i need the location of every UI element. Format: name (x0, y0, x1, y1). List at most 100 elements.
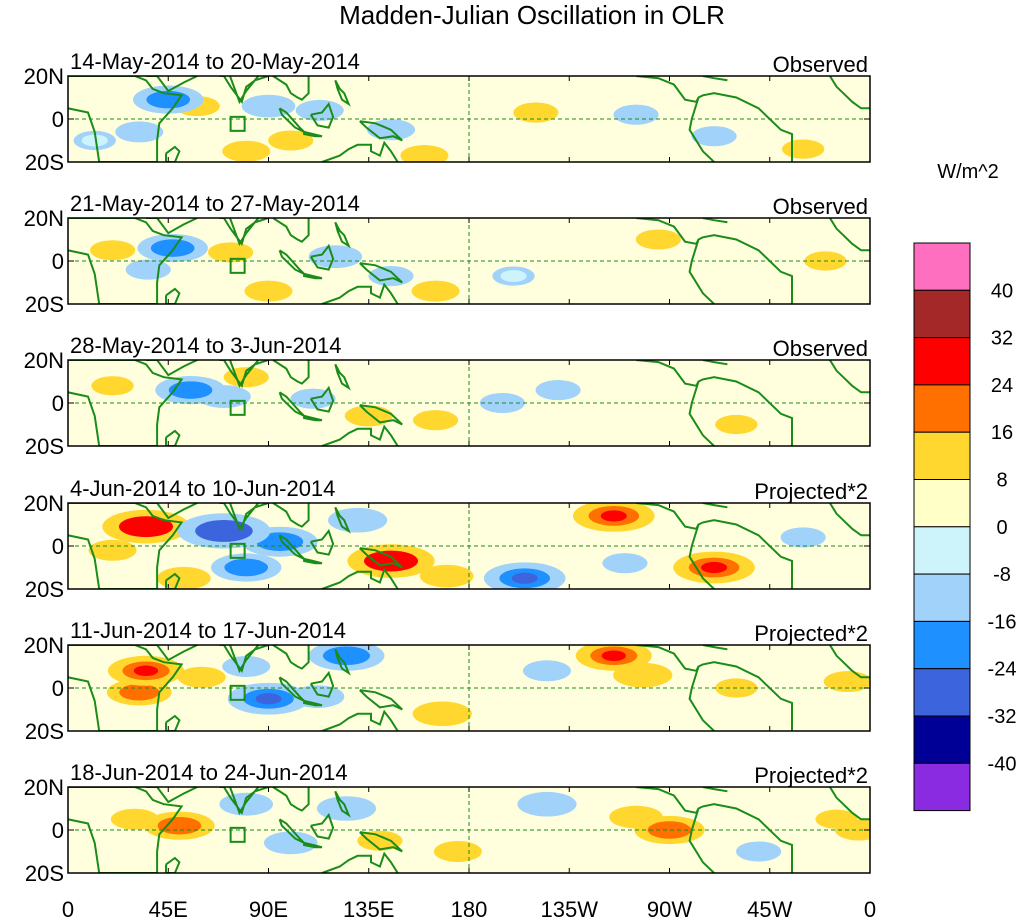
coastline (303, 699, 323, 707)
anomaly-core (124, 125, 155, 139)
coastline (219, 218, 270, 247)
coastline (829, 787, 870, 821)
anomaly-core (544, 383, 573, 397)
coastline (309, 670, 335, 698)
anomaly-field (91, 367, 758, 435)
coastline (636, 503, 793, 589)
anomaly-core (150, 239, 195, 257)
anomaly-core (723, 418, 750, 431)
panel: 20N 0 20S 14-May-2014 to 20-May-2014 Observe… (24, 49, 871, 175)
colorbar-label: 40 (991, 280, 1013, 302)
x-tick-label: 90W (647, 897, 692, 920)
anomaly-core (423, 706, 461, 722)
anomaly-core (647, 821, 692, 839)
anomaly-core (224, 558, 269, 577)
anomaly-core (251, 99, 286, 114)
coastline (146, 645, 198, 662)
y-tick-label: 20N (24, 633, 64, 658)
coastline (321, 140, 399, 162)
panel-date-range: 18-Jun-2014 to 24-Jun-2014 (70, 760, 348, 785)
coastline (303, 130, 323, 138)
anomaly-core (97, 543, 128, 557)
anomaly-core (98, 244, 127, 257)
coastline (309, 243, 335, 271)
region-box (229, 684, 246, 701)
colorbar-swatch (913, 762, 971, 812)
panel-kind-label: Projected*2 (754, 479, 868, 504)
panel: 20N 0 20S 28-May-2014 to 3-Jun-2014 Observed (24, 333, 871, 459)
coastline (636, 76, 793, 162)
y-tick-label: 0 (52, 818, 64, 843)
colorbar-label: -24 (988, 659, 1017, 681)
colorbar-units: W/m^2 (937, 161, 999, 183)
colorbar-swatch (913, 479, 971, 528)
anomaly-core (134, 263, 163, 276)
colorbar-label: -40 (988, 753, 1017, 775)
coastline (359, 120, 403, 142)
panels-group: 20N 0 20S 14-May-2014 to 20-May-2014 Observe… (24, 49, 871, 886)
coastline (321, 709, 399, 731)
colorbar-swatch (913, 526, 971, 575)
y-tick-label: 0 (52, 391, 64, 416)
coastline (272, 787, 310, 812)
anomaly-core (81, 134, 108, 147)
coastline (688, 524, 715, 589)
coastline (165, 287, 181, 304)
coastline (829, 645, 870, 679)
x-tick-label: 90E (249, 897, 288, 920)
anomaly-field (89, 229, 847, 302)
colorbar-swatch (913, 431, 971, 481)
y-tick-label: 20N (24, 64, 64, 89)
coastline (303, 414, 323, 422)
panel-date-range: 14-May-2014 to 20-May-2014 (70, 49, 360, 74)
colorbar: W/m^2 40 32 24 16 8 0 -8 -16 -24 -32 -40 (913, 161, 1017, 812)
colorbar-swatch (913, 242, 971, 291)
y-tick-label: 20S (25, 292, 64, 317)
y-tick-label: 20N (24, 206, 64, 231)
coastline (321, 282, 399, 304)
coastline (309, 385, 335, 413)
x-tick-label: 45W (747, 897, 792, 920)
coastline (68, 503, 184, 589)
coastline (334, 790, 351, 818)
panel-kind-label: Observed (773, 194, 868, 219)
panel-date-range: 21-May-2014 to 27-May-2014 (70, 191, 360, 216)
coastline (829, 218, 870, 252)
anomaly-peak (133, 665, 159, 677)
coastline (334, 221, 351, 249)
coastline (334, 648, 351, 676)
x-tick-label: 180 (451, 897, 488, 920)
coastlines (68, 645, 870, 731)
coastline (359, 262, 403, 284)
anomaly-core (339, 512, 376, 528)
colorbar-swatch (913, 668, 971, 717)
x-tick-label: 135W (541, 897, 599, 920)
coastline (636, 645, 793, 731)
coastline (359, 831, 403, 853)
panel: 20N 0 20S 21-May-2014 to 27-May-2014 Observe… (24, 191, 871, 317)
anomaly-core (430, 569, 464, 584)
coastline (272, 76, 310, 101)
coastline (272, 645, 310, 670)
colorbar-swatch (913, 384, 971, 433)
anomaly-core (624, 667, 662, 683)
coastline (688, 808, 715, 873)
colorbar-label: -16 (988, 611, 1017, 633)
panel-date-range: 11-Jun-2014 to 17-Jun-2014 (70, 618, 346, 643)
y-tick-label: 0 (52, 107, 64, 132)
anomaly-core (610, 556, 639, 570)
colorbar-swatch (913, 573, 971, 622)
panel-kind-label: Observed (773, 52, 868, 77)
y-tick-label: 20S (25, 150, 64, 175)
coastlines (68, 503, 870, 589)
coastline (688, 381, 715, 446)
y-tick-label: 20N (24, 775, 64, 800)
region-box (229, 257, 246, 274)
coastline (146, 503, 198, 520)
y-tick-label: 0 (52, 676, 64, 701)
region-box (229, 826, 246, 843)
panel-kind-label: Projected*2 (754, 621, 868, 646)
coastline (68, 360, 184, 446)
anomaly-field (88, 503, 826, 589)
